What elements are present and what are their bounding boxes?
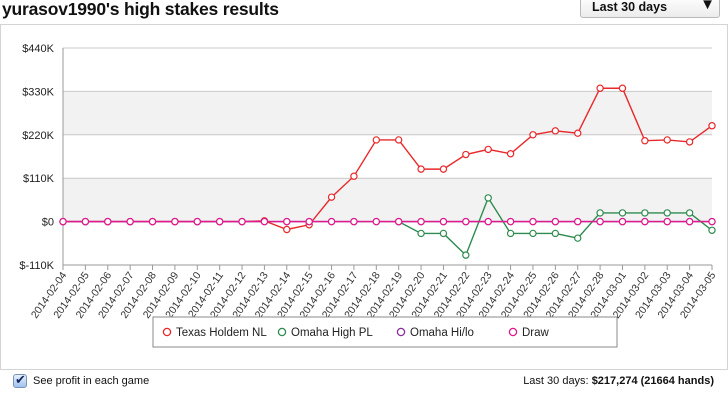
data-point <box>574 234 582 242</box>
grid-band <box>63 134 712 179</box>
data-point <box>506 217 515 226</box>
data-point <box>551 127 560 135</box>
grid-band <box>63 178 712 222</box>
data-point <box>462 217 470 226</box>
data-point <box>529 131 537 139</box>
data-point <box>215 217 224 226</box>
data-point <box>417 217 425 226</box>
data-point <box>193 217 201 226</box>
data-point <box>171 217 179 226</box>
data-point <box>148 217 157 226</box>
data-point <box>327 217 336 226</box>
grid-band <box>63 221 712 265</box>
grid-band <box>63 91 712 135</box>
data-point <box>641 209 649 217</box>
data-point <box>439 229 448 238</box>
legend-marker <box>508 327 518 337</box>
data-point <box>641 137 649 145</box>
results-chart: $-110K$0$110K$220K$330K$440K2014-02-0420… <box>19 43 719 348</box>
data-point <box>596 217 604 226</box>
data-point <box>685 217 694 226</box>
y-tick-label: $330K <box>22 86 54 98</box>
stats-prefix: Last 30 days: <box>523 375 589 387</box>
y-tick-label: $-110K <box>19 260 54 272</box>
data-point <box>551 229 560 238</box>
grid-band <box>63 48 712 92</box>
legend-label: Omaha High PL <box>291 327 373 339</box>
legend-marker <box>277 327 287 337</box>
data-point <box>439 217 448 226</box>
data-point <box>238 217 246 226</box>
legend-box <box>152 316 618 348</box>
data-point <box>529 229 537 238</box>
legend-label: Texas Holdem NL <box>176 327 267 339</box>
data-point <box>350 172 358 180</box>
data-point <box>462 150 470 159</box>
data-point <box>260 217 269 226</box>
data-point <box>551 217 560 226</box>
data-point <box>663 136 671 144</box>
data-point <box>574 129 582 137</box>
data-point <box>596 209 604 217</box>
data-point <box>484 145 492 154</box>
data-point <box>81 217 90 226</box>
stats-summary: Last 30 days: $217,274 (21664 hands) <box>523 375 714 387</box>
legend-marker <box>162 327 172 337</box>
chart-panel: $-110K $0 $110K $220K $330K $440K 2014-02-04 20… <box>0 24 728 370</box>
see-profit-checkbox[interactable] <box>13 372 27 388</box>
see-profit-label: See profit in each game <box>33 375 150 387</box>
data-point <box>663 217 671 226</box>
period-select[interactable]: Last 30 days ▼ <box>580 0 720 18</box>
data-point <box>529 217 537 226</box>
chevron-down-icon: ▼ <box>700 0 715 13</box>
data-point <box>350 217 358 226</box>
data-point <box>596 84 604 92</box>
data-point <box>506 229 515 238</box>
data-point <box>708 122 716 130</box>
data-point <box>394 136 403 144</box>
data-point <box>462 251 470 259</box>
data-point <box>327 193 336 201</box>
y-tick-label: $220K <box>22 130 54 142</box>
data-point <box>439 165 448 173</box>
data-point <box>417 165 425 173</box>
data-point <box>484 217 492 226</box>
data-point <box>618 217 627 226</box>
legend-label: Draw <box>522 327 550 339</box>
data-point <box>685 209 694 217</box>
data-point <box>59 217 67 226</box>
data-point <box>708 217 716 226</box>
data-point <box>126 217 134 226</box>
data-point <box>708 226 716 234</box>
y-tick-label: $440K <box>22 43 54 55</box>
period-select-value: Last 30 days <box>592 0 668 14</box>
data-point <box>394 217 403 226</box>
y-tick-label: $0 <box>42 217 54 229</box>
page-title: yurasov1990's high stakes results <box>2 0 279 19</box>
data-point <box>574 217 582 226</box>
legend-marker <box>396 327 406 337</box>
data-point <box>305 217 313 226</box>
data-point <box>685 138 694 146</box>
data-point <box>641 217 649 226</box>
data-point <box>372 217 381 226</box>
data-point <box>484 194 492 202</box>
data-point <box>104 217 112 226</box>
data-point <box>417 229 425 238</box>
data-point <box>506 150 515 158</box>
y-tick-label: $110K <box>23 173 55 185</box>
data-point <box>283 225 291 234</box>
data-point <box>618 84 627 92</box>
stats-value: $217,274 (21664 hands) <box>591 375 714 387</box>
data-point <box>618 209 627 217</box>
data-point <box>283 217 291 226</box>
legend-label: Omaha Hi/lo <box>410 327 474 339</box>
data-point <box>372 136 381 144</box>
data-point <box>663 209 671 217</box>
